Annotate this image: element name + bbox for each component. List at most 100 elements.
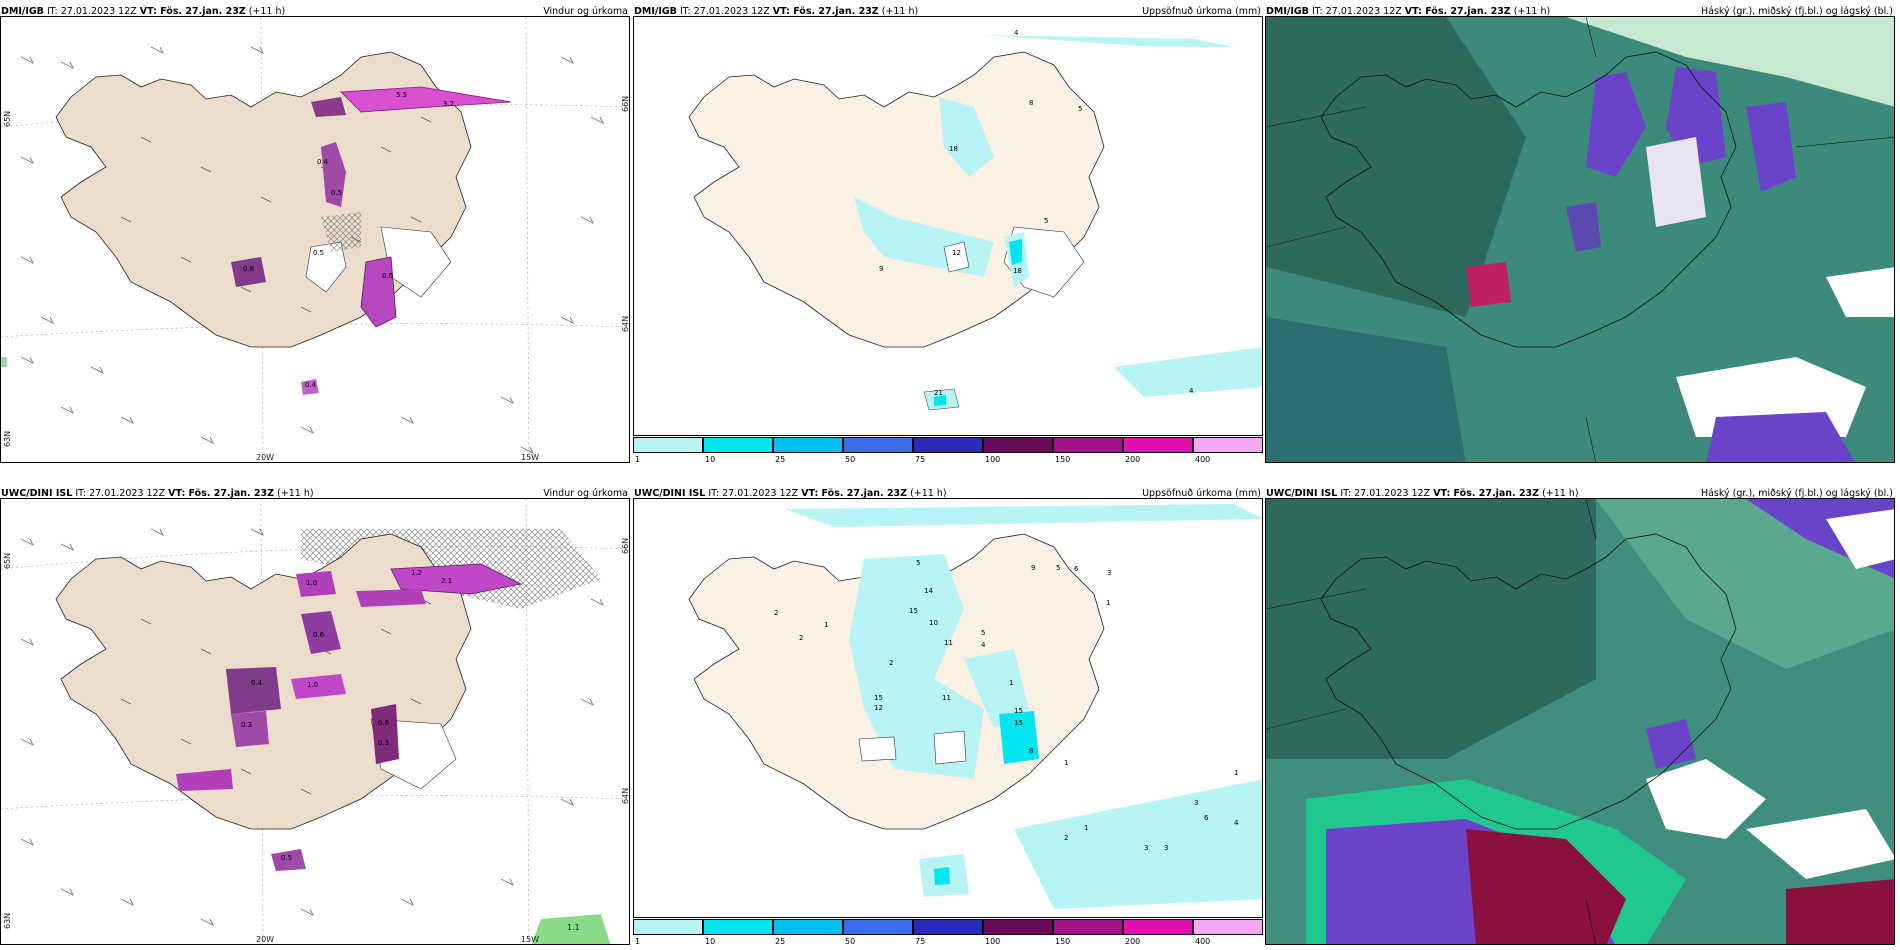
colorbar-swatch: [1123, 919, 1193, 935]
colorbar-swatch: [1193, 437, 1263, 453]
precip-value: 9: [1031, 564, 1036, 572]
precip-value: 0.3: [241, 721, 253, 729]
precip-value: 8: [1029, 747, 1034, 755]
colorbar-swatch: [1123, 437, 1193, 453]
precip-value: 0.5: [331, 189, 343, 197]
precip-value: 2: [799, 634, 804, 642]
colorbar-swatch: [843, 919, 913, 935]
colorbar-tick-label: 25: [775, 455, 786, 464]
precip-value: 5.5: [396, 91, 408, 99]
precip-value: 11: [942, 694, 951, 702]
colorbar-swatch: [983, 437, 1053, 453]
precip-value: 0.8: [243, 265, 255, 273]
precip-value: 1: [1084, 824, 1089, 832]
panel-title: DMI/IGB IT: 27.01.2023 12Z VT: Fös. 27.j…: [1265, 0, 1895, 24]
cloud-map: [1265, 16, 1895, 463]
lat-label: 64N: [621, 315, 630, 332]
lon-label: 15W: [521, 453, 540, 462]
precip-value: 1: [1106, 599, 1111, 607]
colorbar: 1 10 25 50 75 100 150 200 400: [633, 437, 1263, 465]
valid-time: VT: Fös. 27.jan. 23Z: [772, 6, 879, 17]
precip-value: 0.6: [382, 272, 394, 280]
field-name: Vindur og úrkoma: [543, 488, 628, 499]
precip-value: 9: [879, 265, 884, 273]
precip-value: 6: [1074, 565, 1079, 573]
lead-time: (+11 h): [248, 6, 286, 17]
colorbar-tick-label: 75: [915, 937, 926, 946]
precip-value: 0.4: [305, 381, 317, 389]
precip-value: 1: [1009, 679, 1014, 687]
lead-time: (+11 h): [277, 488, 314, 499]
map-svg: [1, 499, 629, 944]
precip-value: 5: [916, 559, 921, 567]
map-svg: [1, 17, 629, 462]
precip-value: 14: [924, 587, 933, 595]
field-name: Háský (gr.), miðský (fj.bl.) og lágský (…: [1700, 488, 1893, 499]
precip-value: 1.2: [411, 569, 423, 577]
model-name: DMI/IGB: [1, 6, 44, 17]
valid-time: VT: Fös. 27.jan. 23Z: [168, 488, 275, 499]
field-name: Uppsöfnuð úrkoma (mm): [1142, 6, 1261, 17]
accum-precip-map: 5 9 5 6 3 14 1 15 10 5 11 4 2 2 1 2 11 1…: [633, 498, 1263, 918]
field-name: Uppsöfnuð úrkoma (mm): [1142, 488, 1261, 499]
colorbar-tick-label: 50: [845, 937, 856, 946]
model-name: UWC/DINI ISL: [1, 488, 73, 499]
precip-value: 10: [929, 619, 938, 627]
model-name: UWC/DINI ISL: [1266, 488, 1338, 499]
colorbar-tick-label: 400: [1195, 455, 1211, 464]
colorbar-swatch: [633, 919, 703, 935]
precip-value: 5: [1056, 564, 1061, 572]
precip-value: 6: [1204, 814, 1209, 822]
precip-value: 1: [824, 621, 829, 629]
precip-value: 18: [949, 145, 958, 153]
init-time: IT: 27.01.2023 12Z: [46, 6, 137, 17]
precip-value: 0.3: [378, 739, 390, 747]
colorbar-swatch: [773, 437, 843, 453]
colorbar-swatch: [913, 919, 983, 935]
precip-value: 1.0: [306, 579, 318, 587]
panel-title: UWC/DINI ISL IT: 27.01.2023 12Z VT: Fös.…: [633, 482, 1263, 506]
colorbar-tick-label: 100: [985, 937, 1001, 946]
precip-value: 12: [874, 704, 883, 712]
colorbar: 1 10 25 50 75 100 150 200 400: [633, 919, 1263, 947]
precip-value: 3: [1194, 799, 1199, 807]
precip-value: 3: [1164, 844, 1169, 852]
precip-value: 2: [774, 609, 779, 617]
wind-precip-map: 66N 64N 63N 20W 15W 65N 5.5 3.2 0.4 0.5 …: [0, 16, 630, 463]
precip-value: 1.0: [307, 681, 319, 689]
precip-value: 15: [1014, 707, 1023, 715]
lat-label: 65N: [3, 110, 12, 127]
precip-value: 3.2: [443, 100, 455, 108]
precip-value: 2: [1064, 834, 1069, 842]
map-svg: [1266, 499, 1894, 944]
init-time: IT: 27.01.2023 12Z: [1311, 6, 1402, 17]
field-name: Vindur og úrkoma: [543, 6, 628, 17]
precip-value: 3: [1107, 569, 1112, 577]
valid-time: VT: Fös. 27.jan. 23Z: [1404, 6, 1511, 17]
panel-dmi-clouds: DMI/IGB IT: 27.01.2023 12Z VT: Fös. 27.j…: [1265, 0, 1895, 465]
panel-dmi-wind-precip: DMI/IGB IT: 27.01.2023 12Z VT: Fös. 27.j…: [0, 0, 630, 465]
lead-time: (+11 h): [1542, 488, 1579, 499]
precip-value: 15: [909, 607, 918, 615]
precip-value: 0.4: [317, 158, 329, 166]
init-time: IT: 27.01.2023 12Z: [679, 6, 770, 17]
lat-label: 63N: [3, 912, 12, 929]
valid-time: VT: Fös. 27.jan. 23Z: [139, 6, 246, 17]
colorbar-tick-label: 100: [985, 455, 1001, 464]
colorbar-tick-label: 75: [915, 455, 926, 464]
colorbar-swatch: [1053, 437, 1123, 453]
lead-time: (+11 h): [1513, 6, 1551, 17]
lon-label: 20W: [256, 935, 275, 944]
precip-value: 12: [952, 249, 961, 257]
lead-time: (+11 h): [881, 6, 919, 17]
colorbar-tick-label: 10: [705, 455, 716, 464]
accum-precip-map: 4 8 5 18 5 12 9 18 4 21: [633, 16, 1263, 436]
precip-value: 1: [1234, 769, 1239, 777]
precip-value: 1.1: [567, 923, 580, 932]
panel-title: DMI/IGB IT: 27.01.2023 12Z VT: Fös. 27.j…: [633, 0, 1263, 24]
colorbar-tick-label: 10: [705, 937, 716, 946]
colorbar-tick-label: 200: [1125, 455, 1141, 464]
wind-barbs: [20, 46, 605, 455]
init-time: IT: 27.01.2023 12Z: [708, 488, 799, 499]
cloud-map: [1265, 498, 1895, 945]
